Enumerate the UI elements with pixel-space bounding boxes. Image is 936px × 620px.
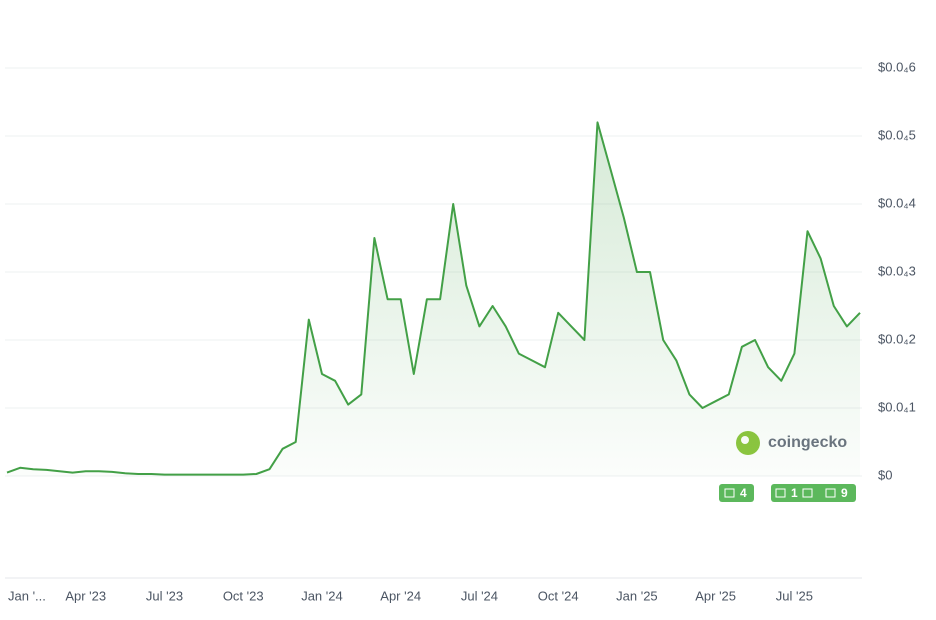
x-tick-label: Jul '24 <box>461 588 498 603</box>
y-tick-label: $0.0₄3 <box>878 263 916 278</box>
news-icon <box>802 488 813 498</box>
x-tick-label: Jan '24 <box>301 588 343 603</box>
y-tick-label: $0.0₄4 <box>878 195 916 210</box>
price-line <box>6 121 861 476</box>
news-icon <box>825 488 836 498</box>
x-tick-label: Apr '23 <box>65 588 106 603</box>
y-tick-label: $0.0₄6 <box>878 59 916 74</box>
y-tick-label: $0.0₄2 <box>878 331 916 346</box>
x-tick-label: Apr '25 <box>695 588 736 603</box>
news-badges: 4 1 9 <box>719 484 856 502</box>
x-tick-label: Apr '24 <box>380 588 421 603</box>
news-count: 1 <box>791 486 798 500</box>
news-count: 9 <box>841 486 848 500</box>
x-tick-label: Oct '24 <box>538 588 579 603</box>
y-tick-label: $0.0₄1 <box>878 399 916 414</box>
news-icon <box>724 488 735 498</box>
news-icon <box>775 488 786 498</box>
y-tick-label: $0 <box>878 467 892 482</box>
x-tick-label: Oct '23 <box>223 588 264 603</box>
news-count: 4 <box>740 486 747 500</box>
x-tick-label: Jan '25 <box>616 588 658 603</box>
y-tick-label: $0.0₄5 <box>878 127 916 142</box>
news-badge[interactable] <box>719 484 754 502</box>
x-tick-label: Jan '... <box>8 588 46 603</box>
x-tick-label: Jul '23 <box>146 588 183 603</box>
x-tick-label: Jul '25 <box>776 588 813 603</box>
